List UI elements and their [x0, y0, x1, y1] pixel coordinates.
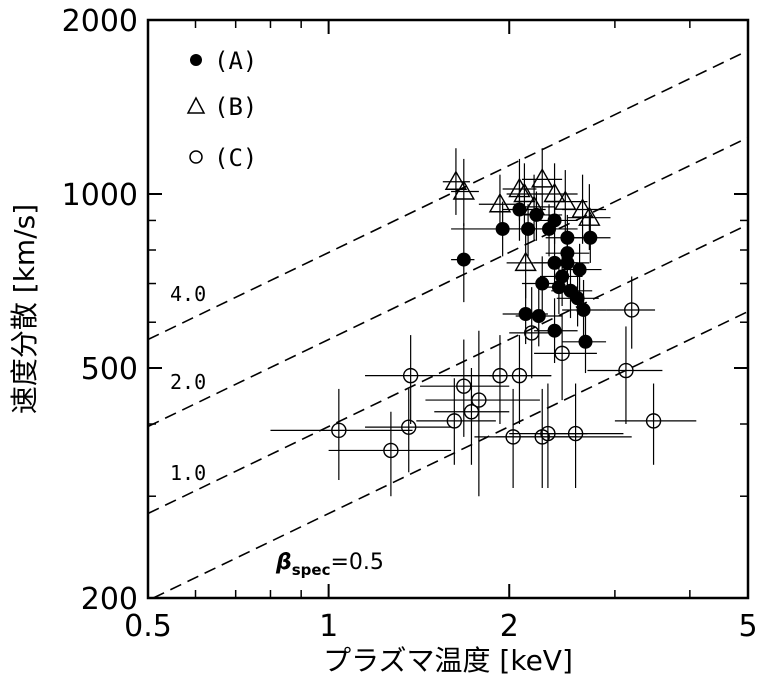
legend-marker-b — [186, 96, 206, 114]
data-point-a — [560, 255, 575, 270]
data-point-c — [383, 442, 399, 459]
x-tick-label: 1 — [319, 609, 338, 644]
data-point-a — [551, 280, 566, 295]
data-point-c — [471, 392, 487, 408]
ref-label-1: 1.0 — [170, 461, 206, 485]
y-tick-label: 2000 — [62, 4, 138, 39]
data-point-c — [624, 302, 640, 318]
x-axis-title: プラズマ温度 [keV] — [323, 644, 573, 677]
data-point-a — [572, 262, 587, 277]
reference-line-2 — [147, 223, 749, 515]
data-point-b — [531, 167, 554, 188]
reference-line-1 — [147, 136, 749, 428]
data-point-c — [523, 325, 540, 341]
data-point-b — [488, 192, 512, 213]
y-tick-label: 1000 — [62, 178, 138, 213]
axis-ticks — [148, 20, 748, 598]
data-point-c — [511, 367, 528, 384]
tick-labels: 0.5 1 2 5 200 500 1000 2000 — [62, 4, 758, 644]
data-point-b — [578, 206, 601, 226]
x-tick-label: 5 — [738, 609, 757, 644]
data-point-c — [463, 404, 480, 420]
y-tick-label: 500 — [81, 352, 138, 387]
data-point-b — [452, 180, 476, 200]
data-point-c — [505, 429, 521, 445]
data-point-c — [402, 367, 419, 384]
data-point-b — [571, 198, 594, 218]
data-point-a — [555, 269, 570, 284]
data-point-a — [521, 221, 536, 236]
data-point-c — [554, 345, 570, 362]
data-point-a — [547, 255, 562, 270]
data-point-c — [540, 425, 556, 442]
data-point-c — [331, 422, 347, 439]
data-point-c — [645, 413, 662, 429]
data-point-a — [535, 276, 550, 291]
ref-label-beta-spec: βspec=0.5 — [275, 550, 384, 579]
data-point-c — [401, 419, 417, 435]
data-point-c — [567, 425, 584, 442]
data-point-b — [522, 195, 546, 216]
data-point-b — [554, 190, 577, 210]
reference-line-labels: 4.0 2.0 1.0 βspec=0.5 — [170, 282, 384, 579]
legend-marker-a — [190, 54, 202, 66]
ref-label-4: 4.0 — [170, 282, 206, 306]
data-point-a — [531, 309, 546, 324]
x-tick-label: 0.5 — [124, 609, 172, 644]
data-point-a — [456, 252, 471, 267]
data-point-b — [543, 182, 566, 203]
data-point-b — [444, 170, 468, 190]
data-point-a — [547, 213, 562, 228]
ref-label-2: 2.0 — [170, 370, 206, 394]
data-point-c — [456, 378, 472, 394]
data-point-c — [446, 413, 463, 429]
data-point-b — [508, 177, 531, 198]
reference-line-0 — [147, 49, 749, 341]
data-point-a — [495, 221, 510, 236]
reference-line-3 — [152, 310, 749, 599]
error-bars — [270, 148, 697, 497]
legend-label-a: (A) — [214, 47, 257, 75]
data-point-a — [583, 230, 598, 245]
data-point-a — [560, 230, 575, 245]
data-point-c — [618, 362, 634, 379]
data-point-a — [512, 202, 527, 217]
legend: (A) (B) (C) — [186, 47, 257, 172]
y-tick-label: 200 — [81, 582, 138, 617]
y-axis-title: 速度分散 [km/s] — [8, 204, 41, 414]
x-tick-label: 2 — [500, 609, 519, 644]
data-point-a — [570, 291, 585, 306]
data-markers — [331, 167, 662, 459]
legend-label-b: (B) — [214, 93, 257, 121]
data-point-a — [578, 334, 593, 349]
legend-label-c: (C) — [214, 144, 257, 172]
data-point-a — [547, 323, 562, 338]
legend-marker-c — [189, 150, 203, 164]
plot-frame — [146, 18, 750, 600]
data-point-a — [518, 306, 533, 321]
data-point-b — [514, 251, 537, 272]
data-point-a — [560, 246, 575, 261]
data-point-a — [576, 302, 591, 317]
data-point-b — [513, 182, 536, 203]
data-point-c — [492, 367, 508, 384]
reference-lines — [147, 49, 749, 599]
